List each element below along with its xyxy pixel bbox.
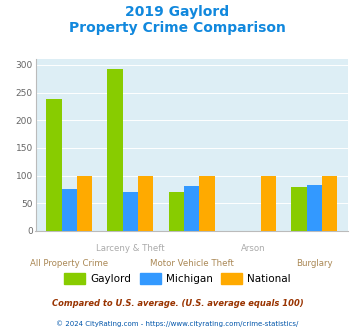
Text: 2019 Gaylord: 2019 Gaylord bbox=[125, 5, 230, 19]
Text: Motor Vehicle Theft: Motor Vehicle Theft bbox=[150, 259, 234, 268]
Bar bbox=[169, 192, 184, 231]
Text: Larceny & Theft: Larceny & Theft bbox=[96, 244, 165, 253]
Bar bbox=[108, 69, 123, 231]
Bar bbox=[46, 99, 61, 231]
Bar bbox=[184, 186, 200, 231]
Text: © 2024 CityRating.com - https://www.cityrating.com/crime-statistics/: © 2024 CityRating.com - https://www.city… bbox=[56, 320, 299, 327]
Legend: Gaylord, Michigan, National: Gaylord, Michigan, National bbox=[60, 269, 295, 288]
Text: Burglary: Burglary bbox=[296, 259, 333, 268]
Bar bbox=[307, 185, 322, 231]
Text: Compared to U.S. average. (U.S. average equals 100): Compared to U.S. average. (U.S. average … bbox=[51, 299, 304, 308]
Text: Property Crime Comparison: Property Crime Comparison bbox=[69, 21, 286, 35]
Bar bbox=[261, 176, 276, 231]
Text: Arson: Arson bbox=[241, 244, 265, 253]
Bar bbox=[123, 192, 138, 231]
Bar bbox=[200, 176, 215, 231]
Bar bbox=[138, 176, 153, 231]
Bar bbox=[77, 176, 92, 231]
Bar bbox=[61, 189, 77, 231]
Bar bbox=[322, 176, 337, 231]
Bar bbox=[291, 187, 307, 231]
Text: All Property Crime: All Property Crime bbox=[30, 259, 108, 268]
